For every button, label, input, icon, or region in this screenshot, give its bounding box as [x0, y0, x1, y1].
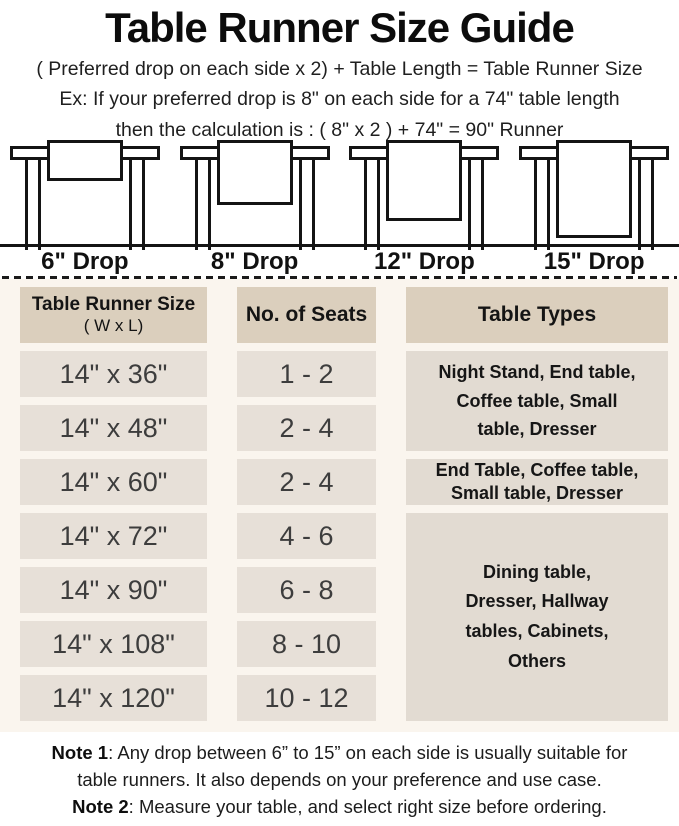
notes-section: Note 1: Any drop between 6” to 15” on ea… — [0, 732, 679, 823]
page-title: Table Runner Size Guide — [105, 4, 575, 51]
drop-label-12: 12" Drop — [374, 247, 475, 275]
size-guide-table: Table Runner Size ( W x L) No. of Seats … — [20, 287, 668, 721]
runner-shape — [556, 140, 633, 238]
drop-label-6: 6" Drop — [41, 247, 129, 275]
table-leg-shape — [128, 160, 145, 250]
table-leg-shape — [534, 160, 551, 250]
table-illustrations-row — [0, 138, 679, 250]
note-1: Note 1: Any drop between 6” to 15” on ea… — [0, 739, 679, 793]
seats-cell: 1 - 2 — [237, 351, 376, 397]
example-line-1: Ex: If your preferred drop is 8" on each… — [59, 88, 620, 110]
dashed-divider — [2, 276, 677, 279]
formula-text: ( Preferred drop on each side x 2) + Tab… — [36, 58, 643, 80]
runner-shape — [386, 140, 463, 221]
table-leg-shape — [638, 160, 655, 250]
drop-label-8: 8" Drop — [210, 247, 299, 275]
table-types-cell-large-tables: Dining table, Dresser, Hallway tables, C… — [406, 513, 668, 721]
header-runner-size-sub: ( W x L) — [83, 316, 144, 335]
size-cell: 14" x 72" — [20, 513, 207, 559]
drop-label-15: 15" Drop — [543, 247, 645, 275]
table-leg-shape — [194, 160, 211, 250]
seats-cell: 2 - 4 — [237, 405, 376, 451]
note-2-label: Note 2 — [72, 796, 129, 817]
note-2: Note 2: Measure your table, and select r… — [0, 793, 679, 820]
header-seats: No. of Seats — [237, 287, 376, 343]
table-illustration-15-drop — [509, 138, 679, 250]
header-runner-size-title: Table Runner Size — [31, 294, 196, 315]
table-leg-shape — [298, 160, 315, 250]
table-types-cell-medium-tables: End Table, Coffee table, Small table, Dr… — [406, 459, 668, 505]
note-2-text: : Measure your table, and select right s… — [128, 796, 607, 817]
table-illustration-6-drop — [0, 138, 170, 250]
seats-cell: 4 - 6 — [237, 513, 376, 559]
table-types-cell-small-tables: Night Stand, End table, Coffee table, Sm… — [406, 351, 668, 451]
runner-shape — [216, 140, 293, 205]
seats-cell: 8 - 10 — [237, 621, 376, 667]
size-cell: 14" x 60" — [20, 459, 207, 505]
header-table-types: Table Types — [406, 287, 668, 343]
header-section: Table Runner Size Guide ( Preferred drop… — [0, 0, 679, 141]
seats-cell: 10 - 12 — [237, 675, 376, 721]
seats-cell: 2 - 4 — [237, 459, 376, 505]
size-cell: 14" x 108" — [20, 621, 207, 667]
size-cell: 14" x 120" — [20, 675, 207, 721]
table-leg-shape — [364, 160, 381, 250]
header-runner-size: Table Runner Size ( W x L) — [20, 287, 207, 343]
size-cell: 14" x 90" — [20, 567, 207, 613]
table-illustration-8-drop — [170, 138, 340, 250]
size-cell: 14" x 36" — [20, 351, 207, 397]
note-1-label: Note 1 — [51, 742, 109, 763]
seats-cell: 6 - 8 — [237, 567, 376, 613]
example-line-2: then the calculation is : ( 8" x 2 ) + 7… — [115, 119, 564, 141]
size-cell: 14" x 48" — [20, 405, 207, 451]
table-illustration-12-drop — [340, 138, 510, 250]
runner-shape — [46, 140, 123, 181]
drop-labels-row: 6" Drop 8" Drop 12" Drop 15" Drop — [0, 247, 679, 276]
size-table-section: Table Runner Size ( W x L) No. of Seats … — [0, 279, 679, 732]
table-leg-shape — [468, 160, 485, 250]
table-leg-shape — [24, 160, 41, 250]
note-1-text: : Any drop between 6” to 15” on each sid… — [77, 742, 628, 790]
